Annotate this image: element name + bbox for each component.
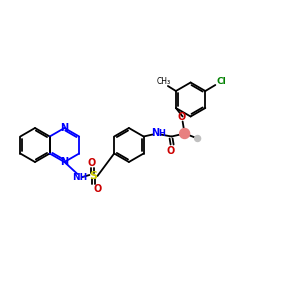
Text: CH₃: CH₃	[157, 77, 171, 86]
Text: N: N	[152, 128, 160, 139]
Text: N: N	[60, 123, 68, 133]
Text: O: O	[87, 158, 96, 168]
Text: O: O	[178, 112, 186, 122]
Text: Cl: Cl	[217, 77, 226, 86]
Circle shape	[195, 136, 201, 142]
Text: S: S	[89, 171, 98, 181]
Circle shape	[180, 128, 190, 139]
Text: N: N	[60, 157, 68, 167]
Text: O: O	[93, 184, 102, 194]
Text: O: O	[167, 146, 175, 155]
Text: NH: NH	[72, 172, 87, 182]
Text: H: H	[159, 129, 166, 138]
